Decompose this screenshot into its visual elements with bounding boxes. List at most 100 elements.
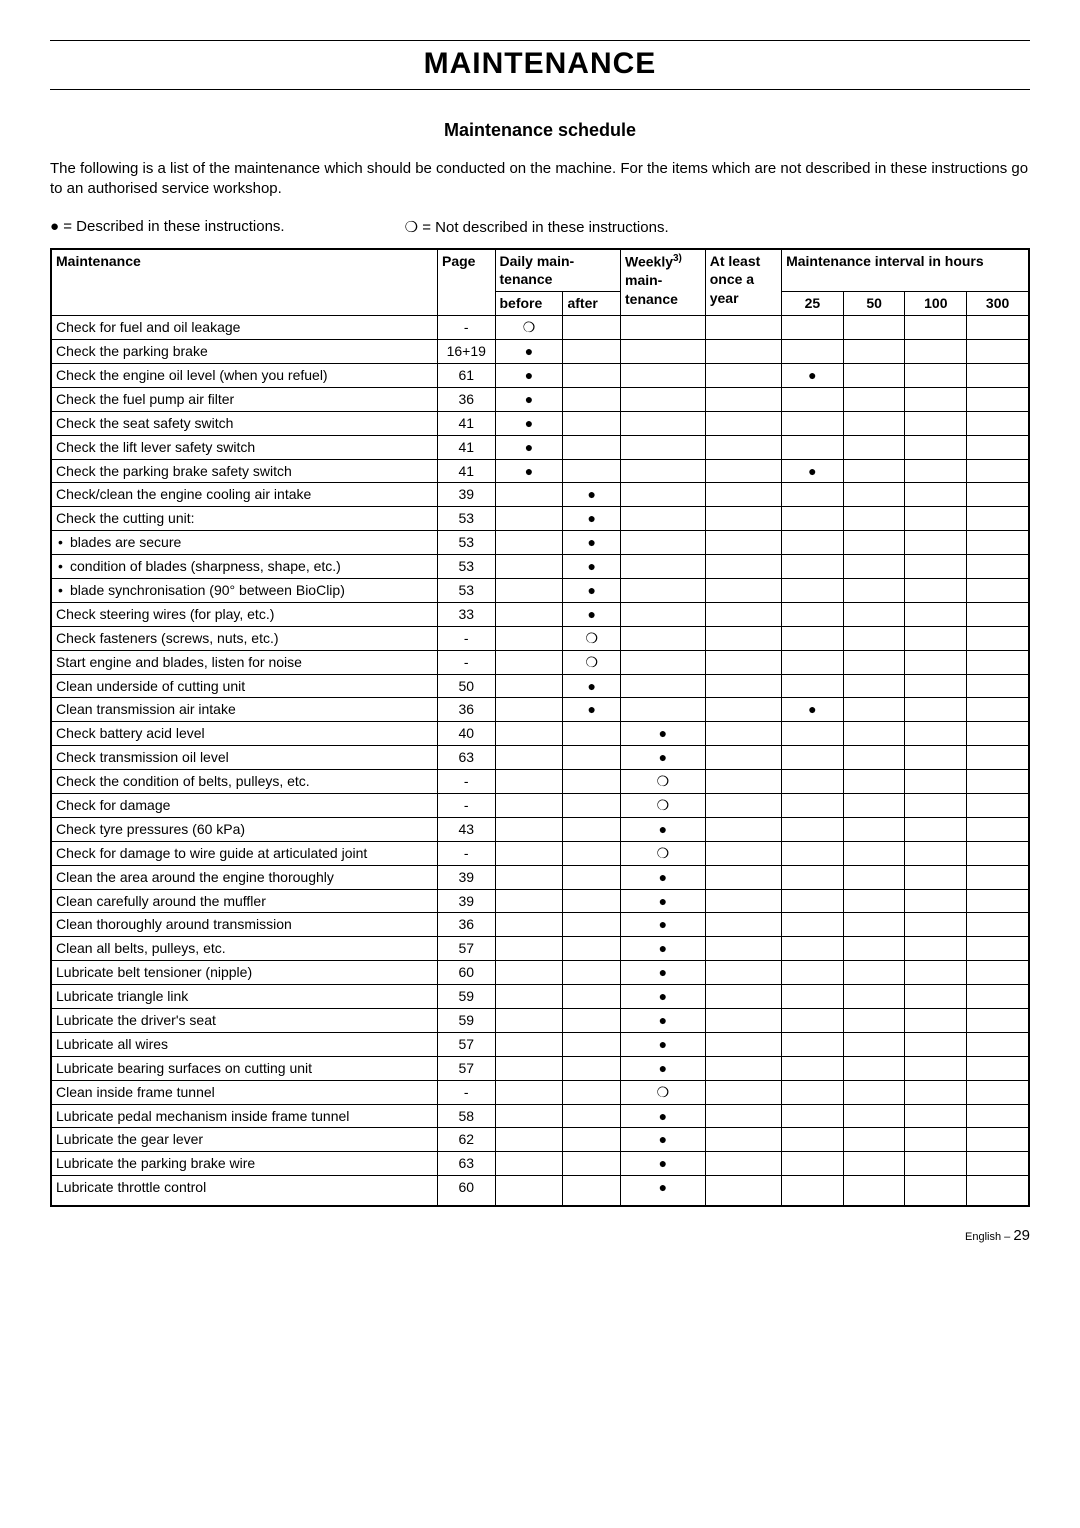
- cell-h50: [843, 770, 905, 794]
- cell-before: [495, 913, 563, 937]
- cell-weekly: [621, 650, 706, 674]
- cell-page: 57: [437, 937, 495, 961]
- cell-h300: [967, 578, 1029, 602]
- cell-h50: [843, 507, 905, 531]
- cell-before: [495, 1009, 563, 1033]
- cell-h25: [782, 626, 844, 650]
- cell-before: [495, 674, 563, 698]
- cell-h50: [843, 531, 905, 555]
- table-row: Start engine and blades, listen for nois…: [51, 650, 1029, 674]
- cell-weekly: ❍: [621, 841, 706, 865]
- cell-before: [495, 1080, 563, 1104]
- cell-h300: [967, 1104, 1029, 1128]
- cell-before: [495, 793, 563, 817]
- cell-year: [705, 411, 781, 435]
- cell-after: [563, 316, 621, 340]
- cell-h50: [843, 1152, 905, 1176]
- cell-h25: [782, 1056, 844, 1080]
- cell-weekly: [621, 363, 706, 387]
- cell-weekly: ●: [621, 746, 706, 770]
- cell-h100: [905, 1176, 967, 1206]
- legend-described: ● = Described in these instructions.: [50, 218, 285, 236]
- cell-h300: [967, 961, 1029, 985]
- cell-weekly: [621, 411, 706, 435]
- cell-h50: [843, 1128, 905, 1152]
- cell-page: -: [437, 841, 495, 865]
- cell-h50: [843, 722, 905, 746]
- maintenance-label: Check for damage: [51, 793, 437, 817]
- cell-h300: [967, 1056, 1029, 1080]
- cell-before: ●: [495, 340, 563, 364]
- cell-after: [563, 1104, 621, 1128]
- cell-after: ●: [563, 531, 621, 555]
- cell-h100: [905, 650, 967, 674]
- cell-after: ●: [563, 483, 621, 507]
- table-row: condition of blades (sharpness, shape, e…: [51, 555, 1029, 579]
- table-row: blade synchronisation (90° between BioCl…: [51, 578, 1029, 602]
- maintenance-label: Check the engine oil level (when you ref…: [51, 363, 437, 387]
- cell-h50: [843, 602, 905, 626]
- table-row: Lubricate the driver's seat59●: [51, 1009, 1029, 1033]
- cell-h50: [843, 841, 905, 865]
- cell-h100: [905, 316, 967, 340]
- cell-h100: [905, 459, 967, 483]
- cell-weekly: ●: [621, 889, 706, 913]
- table-row: Check the cutting unit:53●: [51, 507, 1029, 531]
- table-row: Check transmission oil level63●: [51, 746, 1029, 770]
- maintenance-label: blade synchronisation (90° between BioCl…: [51, 578, 437, 602]
- cell-after: [563, 1056, 621, 1080]
- cell-weekly: [621, 483, 706, 507]
- cell-page: 60: [437, 961, 495, 985]
- cell-page: 41: [437, 435, 495, 459]
- cell-h25: [782, 841, 844, 865]
- cell-h25: [782, 411, 844, 435]
- table-row: Lubricate triangle link59●: [51, 985, 1029, 1009]
- cell-year: [705, 531, 781, 555]
- cell-after: [563, 459, 621, 483]
- cell-after: ●: [563, 698, 621, 722]
- cell-page: 53: [437, 507, 495, 531]
- table-row: Clean the area around the engine thoroug…: [51, 865, 1029, 889]
- cell-page: 39: [437, 483, 495, 507]
- table-row: Lubricate throttle control60●: [51, 1176, 1029, 1206]
- cell-year: [705, 387, 781, 411]
- cell-weekly: [621, 555, 706, 579]
- cell-year: [705, 363, 781, 387]
- cell-after: [563, 722, 621, 746]
- cell-h100: [905, 602, 967, 626]
- table-row: Check the parking brake16+19●: [51, 340, 1029, 364]
- maintenance-label: Check tyre pressures (60 kPa): [51, 817, 437, 841]
- legend-described-text: = Described in these instructions.: [63, 218, 284, 235]
- cell-page: -: [437, 770, 495, 794]
- cell-h25: [782, 770, 844, 794]
- cell-h100: [905, 961, 967, 985]
- maintenance-label: Check for fuel and oil leakage: [51, 316, 437, 340]
- cell-h50: [843, 555, 905, 579]
- cell-h25: [782, 985, 844, 1009]
- cell-page: 60: [437, 1176, 495, 1206]
- cell-weekly: ●: [621, 1032, 706, 1056]
- cell-h25: [782, 1032, 844, 1056]
- cell-h300: [967, 531, 1029, 555]
- legend-not-described-text: = Not described in these instructions.: [422, 219, 668, 236]
- maintenance-label: Check steering wires (for play, etc.): [51, 602, 437, 626]
- cell-h25: [782, 937, 844, 961]
- cell-before: [495, 1104, 563, 1128]
- table-row: Check tyre pressures (60 kPa)43●: [51, 817, 1029, 841]
- maintenance-label: Check transmission oil level: [51, 746, 437, 770]
- cell-h100: [905, 435, 967, 459]
- table-row: Clean transmission air intake36●●: [51, 698, 1029, 722]
- cell-h50: [843, 793, 905, 817]
- table-row: Check/clean the engine cooling air intak…: [51, 483, 1029, 507]
- cell-h100: [905, 1032, 967, 1056]
- cell-h25: [782, 387, 844, 411]
- table-row: Check the fuel pump air filter36●: [51, 387, 1029, 411]
- header-weekly: Weekly3) main- tenance: [621, 249, 706, 316]
- cell-page: 36: [437, 698, 495, 722]
- cell-page: 40: [437, 722, 495, 746]
- cell-before: ●: [495, 459, 563, 483]
- cell-h100: [905, 1056, 967, 1080]
- cell-after: [563, 340, 621, 364]
- cell-year: [705, 1009, 781, 1033]
- cell-before: [495, 841, 563, 865]
